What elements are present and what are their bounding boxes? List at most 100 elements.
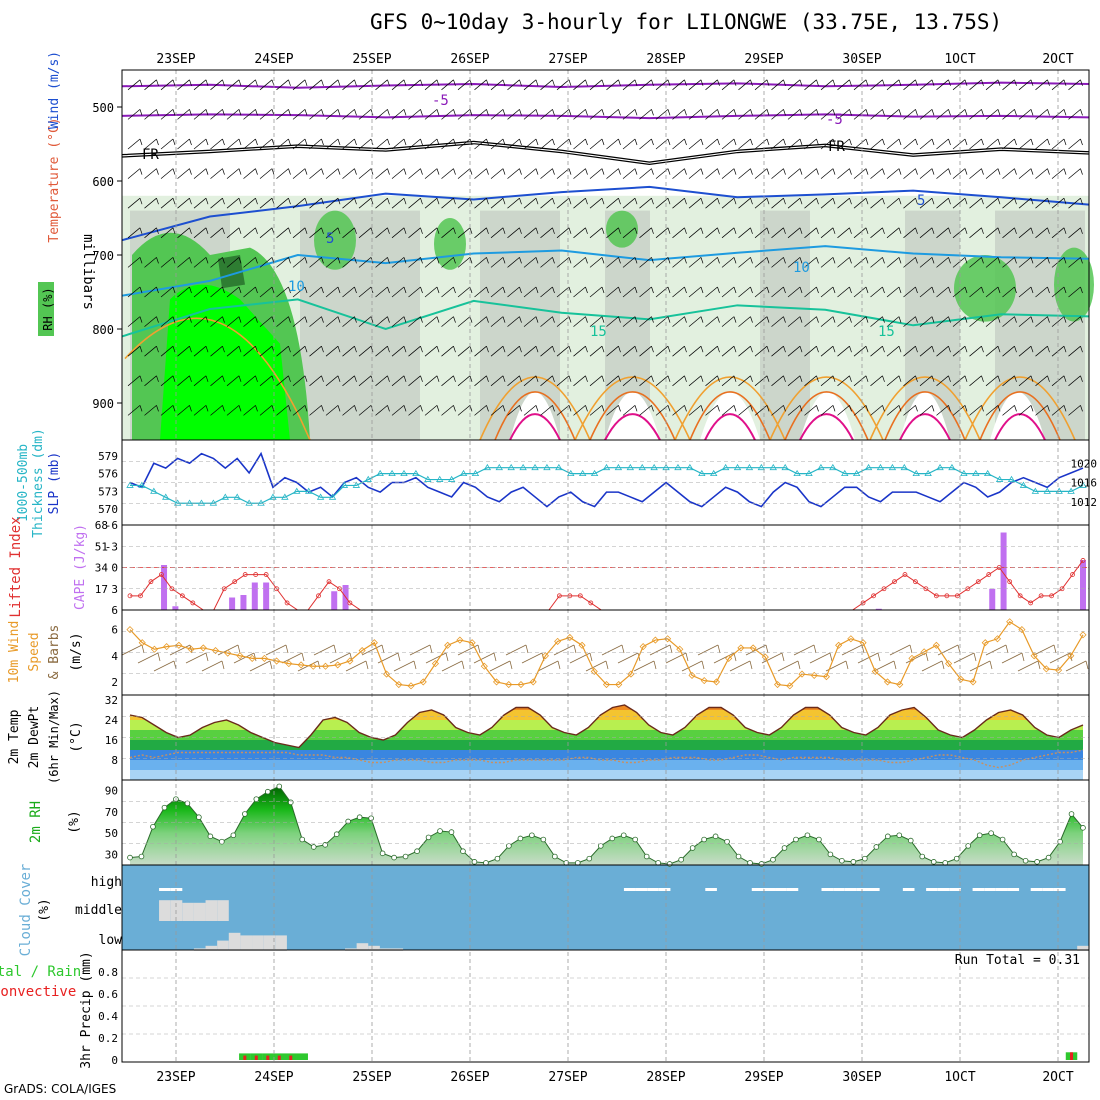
wind-barb — [688, 79, 704, 91]
barb-flag — [189, 257, 192, 264]
cloud-high-bar — [937, 888, 950, 891]
barb-staff — [540, 345, 553, 357]
barb-staff — [556, 257, 570, 268]
y-tick-label: 600 — [92, 175, 114, 189]
barb-flag — [255, 198, 258, 205]
barb-staff — [160, 257, 174, 268]
barb-flag — [651, 227, 654, 234]
barb-staff — [177, 138, 190, 150]
barb-flag — [766, 346, 770, 353]
barb-staff — [160, 345, 174, 357]
barb-staff — [457, 109, 471, 120]
barb-staff — [886, 138, 900, 150]
wind-barb — [309, 227, 324, 239]
barb-flag — [486, 198, 489, 205]
wind-barb — [457, 227, 473, 239]
barb-staff — [259, 257, 273, 268]
wind-barb — [754, 109, 770, 120]
barb-flag — [1014, 375, 1017, 382]
precip-tick-label: 0.2 — [98, 1032, 118, 1045]
barb-staff — [787, 79, 801, 91]
barb-staff — [837, 316, 850, 327]
barb-flag — [1014, 286, 1017, 294]
barb-staff — [804, 168, 817, 179]
barb-flag — [370, 79, 374, 86]
wind-barb — [721, 316, 737, 327]
rh2m-point — [437, 828, 443, 834]
barb-staff — [1018, 316, 1032, 327]
barb-staff — [639, 79, 652, 91]
wind-speed-point — [1018, 626, 1026, 634]
wind-barb — [243, 138, 258, 150]
wind-barb — [375, 405, 390, 416]
barb-flag — [877, 652, 881, 662]
barb-staff — [655, 109, 669, 120]
barb-staff — [820, 405, 834, 416]
barb-staff — [281, 652, 303, 664]
barb-flag — [684, 168, 687, 175]
wind-barb — [837, 375, 852, 387]
wind-barb — [985, 109, 1001, 120]
wind-barb — [886, 79, 902, 91]
barb-flag — [222, 168, 225, 175]
wind-barb — [771, 345, 786, 357]
wind-barb — [1018, 138, 1034, 150]
barb-staff — [193, 375, 207, 387]
wind-barb — [837, 138, 852, 150]
barb-staff — [573, 286, 586, 298]
wind-barb — [507, 405, 522, 416]
wind-barb — [144, 316, 159, 327]
barb-flag — [799, 257, 803, 264]
wind-barb — [391, 286, 407, 298]
wind-barb — [771, 257, 786, 268]
barb-staff — [936, 316, 949, 327]
barb-flag — [766, 316, 770, 323]
contour-label: 10 — [288, 279, 305, 295]
barb-flag — [882, 286, 885, 294]
barb-staff — [177, 197, 190, 209]
lifted-index-point — [347, 600, 353, 606]
cloud-middle-bar — [193, 902, 206, 921]
precip-conv-bar — [243, 1055, 247, 1060]
barb-flag — [981, 286, 984, 294]
barb-flag — [535, 346, 539, 353]
contour-label: 5 — [917, 193, 925, 209]
gridlines — [122, 70, 1089, 1062]
wind-barb — [589, 257, 605, 268]
wind-barb — [688, 257, 704, 268]
wind-barb — [721, 375, 737, 387]
barb-flag — [337, 405, 341, 412]
wind-barb — [358, 79, 374, 91]
wind-barb — [853, 345, 869, 357]
barb-flag — [387, 346, 390, 353]
wind-barb — [771, 405, 786, 416]
barb-flag — [222, 198, 225, 205]
wind-barb — [556, 316, 572, 327]
barb-flag — [832, 316, 836, 323]
barb-staff — [160, 138, 174, 150]
barb-staff — [1068, 375, 1081, 387]
barb-flag — [1047, 375, 1050, 382]
rh2m-point — [781, 845, 788, 851]
wind-barb — [177, 138, 192, 150]
barb-flag — [469, 227, 473, 234]
barb-staff — [408, 79, 421, 91]
wind-speed-point — [370, 639, 378, 647]
barb-staff — [193, 345, 207, 357]
thickness-point — [197, 499, 206, 506]
barb-staff — [853, 286, 867, 298]
barb-staff — [754, 405, 768, 416]
wind-barb — [144, 375, 159, 387]
barb-flag — [519, 198, 522, 205]
wind-barb — [1068, 79, 1083, 91]
barb-staff — [358, 316, 372, 327]
barb-flag — [172, 227, 176, 234]
barb-flag — [981, 198, 984, 205]
date-label-top: 23SEP — [156, 52, 195, 67]
wind-speed-point — [737, 644, 745, 652]
barb-staff — [688, 227, 702, 239]
barb-flag — [816, 198, 819, 205]
rh2m-point — [471, 859, 478, 865]
barb-staff — [1018, 345, 1032, 357]
